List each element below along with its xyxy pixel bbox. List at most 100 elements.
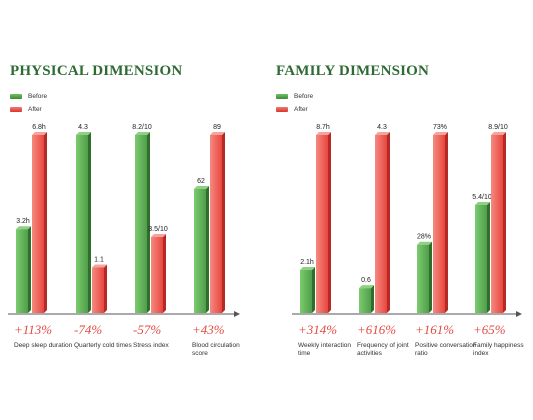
before-bar <box>194 189 206 313</box>
category-label: Blood circulation score <box>192 342 240 357</box>
after-bar-top <box>316 132 331 135</box>
after-bar-top <box>92 264 107 268</box>
change-label: +314% <box>298 322 338 337</box>
after-bar-top <box>433 132 448 135</box>
after-bar-top <box>32 132 47 135</box>
before-bar-side <box>429 241 432 313</box>
after-value-label: 4.3 <box>377 124 387 131</box>
category-label: Weekly interaction time <box>298 342 351 357</box>
after-bar <box>92 267 104 313</box>
before-value-label: 3.2h <box>16 218 30 225</box>
before-bar <box>359 288 371 313</box>
category-label: Frequency of joint activities <box>357 342 409 357</box>
category-label: Deep sleep duration <box>14 342 73 349</box>
before-bar <box>135 135 147 313</box>
after-value-label: 6.8h <box>32 124 46 131</box>
legend-swatch-before <box>10 94 22 99</box>
after-bar-side <box>387 132 390 313</box>
family-dimension-chart: FAMILY DIMENSION Before After 2.1h 8.7h 0.… <box>266 0 532 420</box>
after-value-label: 8.9/10 <box>488 124 508 131</box>
legend-before: Before <box>276 93 313 100</box>
before-value-label: 5.4/10 <box>472 194 492 201</box>
before-bar-side <box>371 285 374 313</box>
legend-label-before: Before <box>294 93 314 100</box>
before-bar-side <box>206 186 209 313</box>
legend-swatch-before <box>276 94 288 99</box>
x-axis-arrow <box>234 311 240 317</box>
before-bar-side <box>147 132 150 313</box>
after-bar-side <box>222 132 225 313</box>
before-bar-top <box>359 285 374 289</box>
change-label: +43% <box>192 322 225 337</box>
before-bar <box>300 270 312 313</box>
after-bar <box>375 135 387 313</box>
before-bar <box>16 229 28 313</box>
legend-before: Before <box>10 93 47 100</box>
legend-swatch-after <box>276 107 288 112</box>
before-value-label: 62 <box>197 178 205 185</box>
after-bar-top <box>210 132 225 135</box>
x-axis-arrow <box>516 311 522 317</box>
after-bar-side <box>163 234 166 313</box>
after-bar-side <box>445 132 448 313</box>
change-label: -74% <box>74 322 103 337</box>
legend-label-after: After <box>28 106 42 113</box>
chart-title: FAMILY DIMENSION <box>276 63 430 79</box>
change-label: +65% <box>473 322 506 337</box>
legend-label-after: After <box>294 106 308 113</box>
category-label: Positive conversation ratio <box>415 342 477 357</box>
before-value-label: 2.1h <box>300 259 314 266</box>
before-bar <box>76 135 88 313</box>
before-bar-top <box>417 241 432 245</box>
after-bar-side <box>503 132 506 313</box>
after-bar <box>151 237 163 313</box>
change-label: +616% <box>357 322 397 337</box>
before-bar-side <box>28 226 31 313</box>
after-value-label: 1.1 <box>94 256 104 263</box>
after-value-label: 8.7h <box>316 124 330 131</box>
after-bar <box>32 135 44 313</box>
legend-after: After <box>10 106 42 113</box>
before-value-label: 4.3 <box>78 124 88 131</box>
legend-label-before: Before <box>28 93 48 100</box>
before-bar-top <box>16 226 31 230</box>
before-bar-side <box>487 202 490 313</box>
category-label: Quarterly cold times <box>74 342 132 349</box>
before-bar-top <box>76 132 91 135</box>
change-label: +161% <box>415 322 455 337</box>
change-label: +113% <box>14 322 53 337</box>
legend-swatch-after <box>10 107 22 112</box>
after-bar <box>491 135 503 313</box>
after-bar <box>316 135 328 313</box>
after-value-label: 89 <box>213 124 221 131</box>
before-bar-top <box>300 267 315 271</box>
chart-title: PHYSICAL DIMENSION <box>10 63 183 79</box>
after-bar-side <box>104 264 107 313</box>
before-value-label: 0.6 <box>361 277 371 284</box>
after-value-label: 3.5/10 <box>148 226 168 233</box>
before-bar-side <box>312 267 315 313</box>
physical-dimension-chart: PHYSICAL DIMENSION Before After 3.2h 6.8h… <box>0 0 266 420</box>
before-bar-top <box>475 202 490 205</box>
after-bar-side <box>44 132 47 313</box>
before-bar-side <box>88 132 91 313</box>
before-bar <box>475 205 487 313</box>
after-bar <box>433 135 445 313</box>
plot-area: 3.2h 6.8h 4.3 1.1 8.2/10 3.5/10 62 89 <box>8 124 240 317</box>
after-bar <box>210 135 222 313</box>
after-bar-top <box>491 132 506 135</box>
before-bar-top <box>194 186 209 189</box>
plot-area: 2.1h 8.7h 0.6 4.3 28% 73% 5.4/10 8.9/10 <box>292 124 522 317</box>
category-label: Stress index <box>133 342 169 349</box>
change-label: -57% <box>133 322 162 337</box>
after-bar-top <box>375 132 390 135</box>
before-bar <box>417 244 429 313</box>
before-value-label: 28% <box>417 234 431 241</box>
legend-after: After <box>276 106 308 113</box>
after-bar-top <box>151 234 166 238</box>
category-label: Family happiness index <box>473 342 524 357</box>
before-bar-top <box>135 132 150 135</box>
after-bar-side <box>328 132 331 313</box>
before-value-label: 8.2/10 <box>132 124 152 131</box>
after-value-label: 73% <box>433 124 447 131</box>
